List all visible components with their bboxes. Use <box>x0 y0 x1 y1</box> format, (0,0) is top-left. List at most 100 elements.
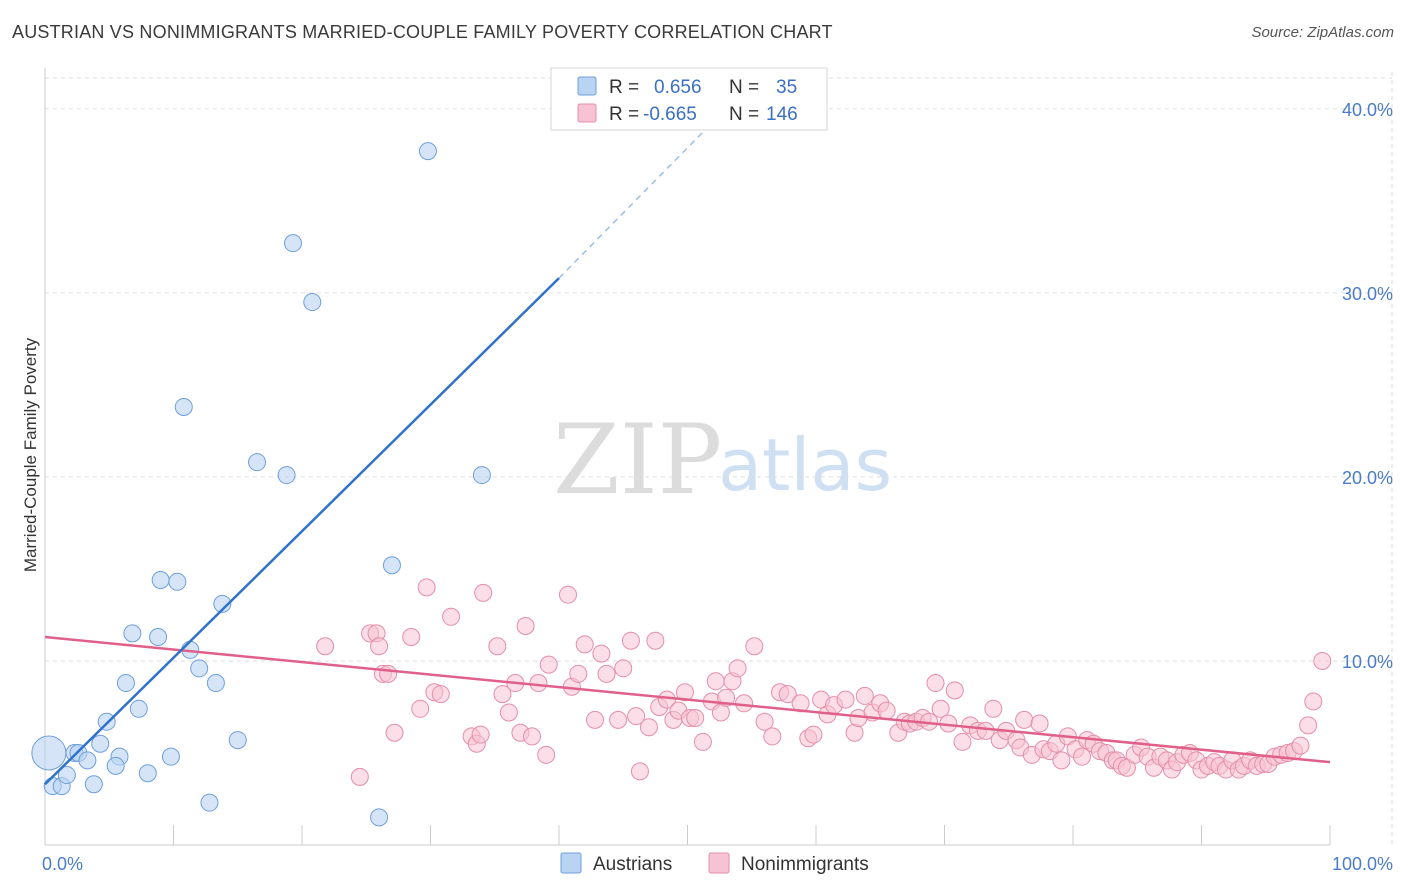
austrians-point-34 <box>472 466 491 485</box>
austrians-point-20 <box>174 397 193 416</box>
austrians-point-31 <box>370 808 389 827</box>
nonimmigrants-point-140 <box>1299 716 1318 735</box>
nonimmigrants-point-74 <box>877 701 896 720</box>
nonimmigrants-point-82 <box>931 699 950 718</box>
nonimmigrants-point-34 <box>597 664 616 683</box>
nonimmigrants-point-7 <box>385 723 404 742</box>
austrians-point-14 <box>129 699 148 718</box>
correlation-legend: R = 0.656 N = 35 R = -0.665 N = 146 <box>550 67 828 131</box>
nonimmigrants-point-13 <box>442 607 461 626</box>
tick-labels: 10.0% 20.0% 30.0% 40.0% 0.0% 100.0% <box>42 100 1393 874</box>
legend-swatch-nonimmigrants <box>577 103 597 123</box>
nonimmigrants-point-40 <box>639 718 658 737</box>
austrians-point-15 <box>138 764 157 783</box>
nonimmigrants-point-27 <box>539 655 558 674</box>
nonimmigrants-point-28 <box>558 585 577 604</box>
austrians-point-6 <box>78 751 97 770</box>
nonimmigrants-point-32 <box>585 710 604 729</box>
nonimmigrants-point-25 <box>529 674 548 693</box>
bottom-legend-swatch-nonimmigrants <box>708 852 730 874</box>
nonimmigrants-point-35 <box>609 710 628 729</box>
nonimmigrants-point-71 <box>855 686 874 705</box>
austrians-point-22 <box>190 659 209 678</box>
austrians-point-23 <box>200 793 219 812</box>
nonimmigrants-point-48 <box>686 709 705 728</box>
nonimmigrants-point-96 <box>1030 714 1049 733</box>
nonimmigrants-point-38 <box>627 707 646 726</box>
legend-r-label-1: R = <box>609 77 639 98</box>
nonimmigrants-point-37 <box>621 631 640 650</box>
austrians-point-29 <box>284 234 303 253</box>
x-tick-label-100: 100.0% <box>1332 854 1393 874</box>
nonimmigrants-point-19 <box>493 685 512 704</box>
series-austrians <box>31 142 491 827</box>
austrians-point-9 <box>97 712 116 731</box>
nonimmigrants-point-23 <box>516 616 535 635</box>
nonimmigrants-point-0 <box>316 637 335 656</box>
nonimmigrants-point-142 <box>1313 651 1332 670</box>
nonimmigrants-point-12 <box>431 685 450 704</box>
nonimmigrants-point-55 <box>728 659 747 678</box>
legend-box <box>550 67 828 131</box>
nonimmigrants-trendline <box>44 635 1331 764</box>
nonimmigrants-point-26 <box>537 745 556 764</box>
austrians-point-30 <box>303 293 322 312</box>
watermark-atlas: atlas <box>718 423 892 507</box>
x-tick-label-0: 0.0% <box>42 854 83 874</box>
legend-n-value-2: 146 <box>766 104 798 125</box>
nonimmigrants-point-46 <box>675 683 694 702</box>
austrians-point-27 <box>248 453 267 472</box>
austrians-point-32 <box>382 556 401 575</box>
legend-r-value-1: 0.656 <box>654 77 702 98</box>
nonimmigrants-point-58 <box>755 712 774 731</box>
nonimmigrants-point-41 <box>646 631 665 650</box>
nonimmigrants-point-31 <box>575 635 594 654</box>
austrians-point-26 <box>228 731 247 750</box>
nonimmigrants-point-16 <box>471 725 490 744</box>
austrians-point-28 <box>277 466 296 485</box>
austrians-point-0 <box>31 735 67 771</box>
nonimmigrants-point-10 <box>417 578 436 597</box>
y-tick-label-30: 30.0% <box>1342 284 1393 304</box>
austrians-point-18 <box>161 747 180 766</box>
trendlines <box>44 121 1331 786</box>
nonimmigrants-point-8 <box>402 628 421 647</box>
bottom-legend-swatch-austrians <box>560 852 582 874</box>
nonimmigrants-point-100 <box>1052 751 1071 770</box>
y-tick-label-20: 20.0% <box>1342 468 1393 488</box>
nonimmigrants-point-30 <box>569 664 588 683</box>
bottom-legend-label-austrians: Austrians <box>593 854 672 875</box>
chart-title: AUSTRIAN VS NONIMMIGRANTS MARRIED-COUPLE… <box>12 22 833 42</box>
y-axis-title: Married-Couple Family Poverty <box>21 337 40 572</box>
nonimmigrants-point-64 <box>804 725 823 744</box>
nonimmigrants-point-88 <box>976 721 995 740</box>
legend-r-label-2: R = <box>609 104 639 125</box>
nonimmigrants-point-59 <box>763 727 782 746</box>
nonimmigrants-point-141 <box>1304 692 1323 711</box>
bottom-legend-label-nonimmigrants: Nonimmigrants <box>741 854 869 875</box>
nonimmigrants-point-9 <box>411 699 430 718</box>
austrians-trendline-extension <box>558 121 714 279</box>
nonimmigrants-point-84 <box>945 681 964 700</box>
austrians-point-25 <box>213 594 232 613</box>
austrians-point-33 <box>418 142 437 161</box>
nonimmigrants-point-17 <box>474 583 493 602</box>
watermark-zip: ZIP <box>553 404 722 516</box>
austrians-point-16 <box>149 628 168 647</box>
nonimmigrants-point-49 <box>693 732 712 751</box>
austrians-point-13 <box>123 624 142 643</box>
source-label: Source: ZipAtlas.com <box>1251 24 1394 41</box>
legend-n-value-1: 35 <box>776 77 797 98</box>
austrians-point-7 <box>84 775 103 794</box>
nonimmigrants-point-81 <box>926 674 945 693</box>
austrians-point-12 <box>116 674 135 693</box>
nonimmigrants-point-94 <box>1015 710 1034 729</box>
axes <box>44 68 1331 846</box>
nonimmigrants-point-18 <box>488 637 507 656</box>
austrians-trendline <box>44 277 560 786</box>
nonimmigrants-point-36 <box>614 659 633 678</box>
y-tick-label-10: 10.0% <box>1342 652 1393 672</box>
nonimmigrants-point-61 <box>778 685 797 704</box>
nonimmigrants-point-68 <box>836 690 855 709</box>
